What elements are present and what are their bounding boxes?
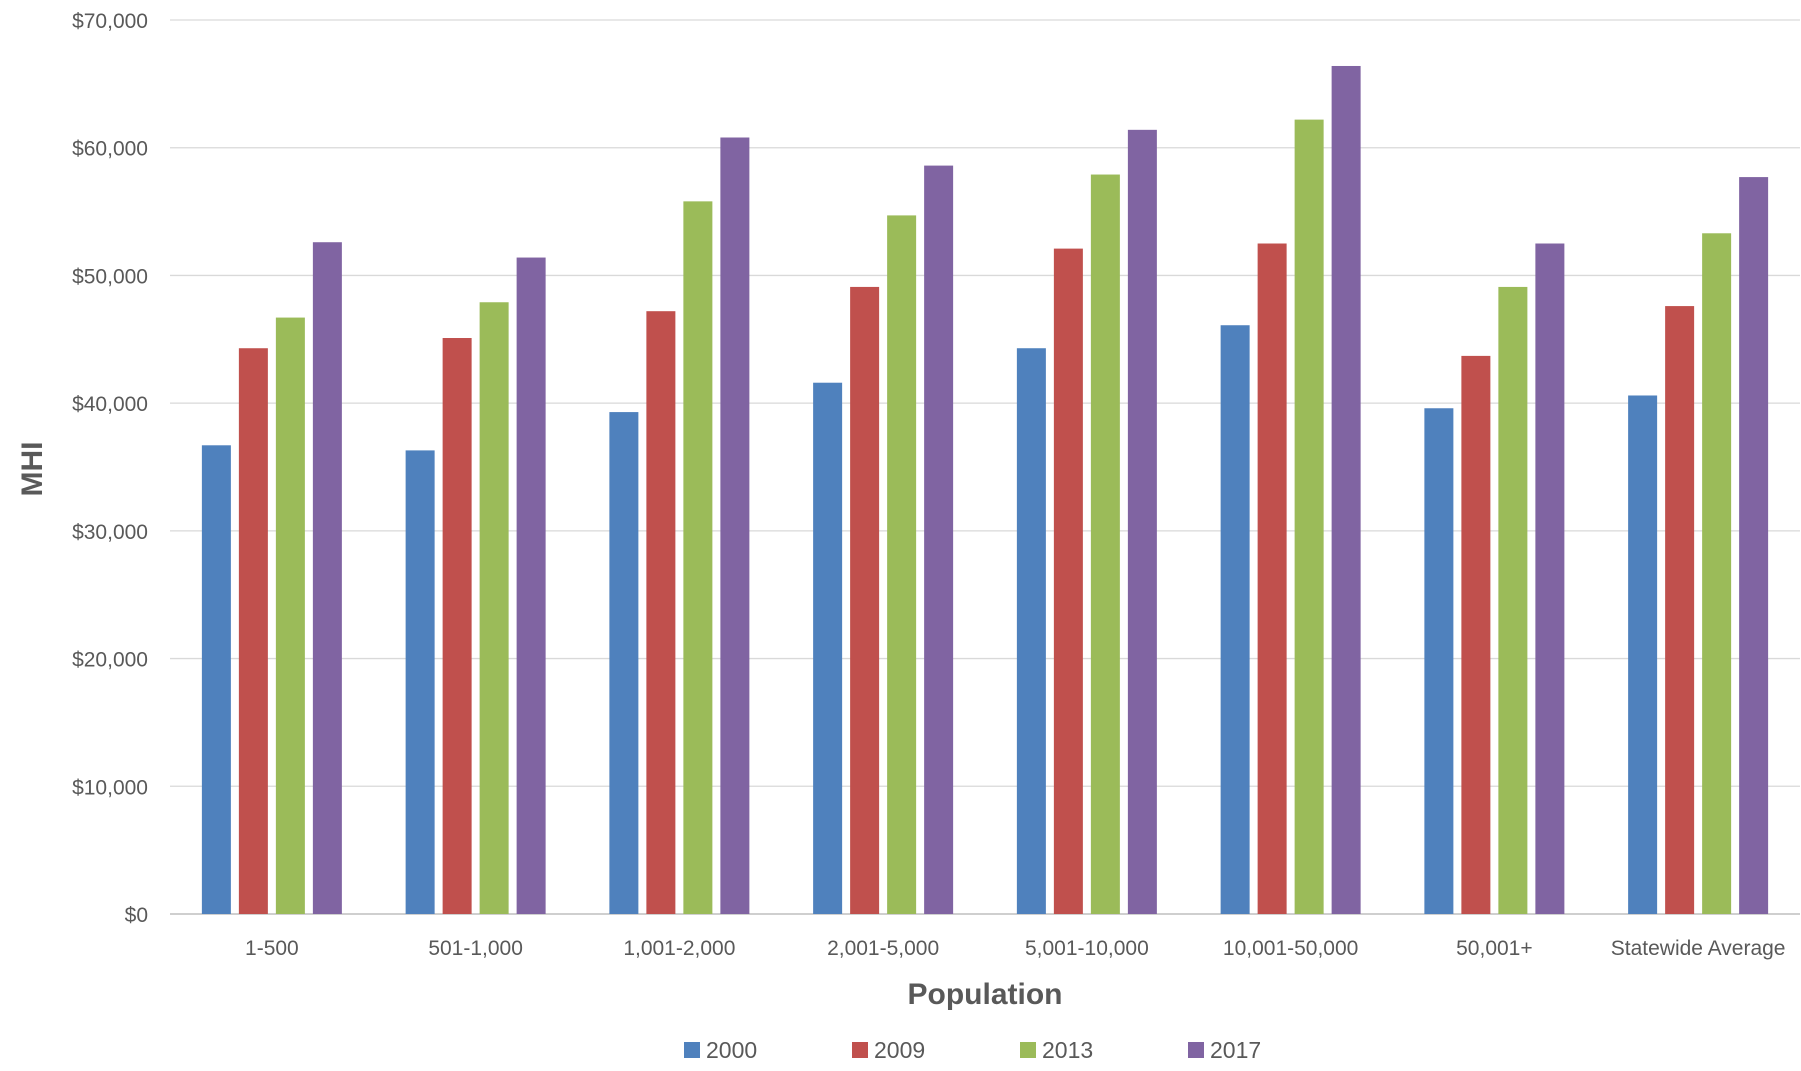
bar-2009-3 <box>850 286 880 914</box>
x-tick-label: 1,001-2,000 <box>623 937 735 960</box>
x-tick-label: 5,001-10,000 <box>1025 937 1149 960</box>
bar-2000-5 <box>1220 325 1250 914</box>
x-axis-ticks: 1-500 501-1,000 1,001-2,000 2,001-5,000 5,00… <box>245 937 1785 960</box>
bar-2013-5 <box>1294 119 1324 915</box>
bar-2000-7 <box>1628 395 1658 915</box>
bar-2013-3 <box>887 215 917 915</box>
bar-2017-1 <box>516 257 546 914</box>
bar-2000-2 <box>609 412 639 914</box>
bar-2000-6 <box>1424 408 1454 914</box>
bar-2009-7 <box>1665 306 1695 915</box>
x-tick-label: 10,001-50,000 <box>1223 937 1358 960</box>
bar-2017-6 <box>1535 243 1565 914</box>
bar-2009-6 <box>1461 355 1491 915</box>
x-tick-label: 1-500 <box>245 937 299 960</box>
y-tick-label: $10,000 <box>72 776 148 799</box>
legend-label: 2000 <box>706 1037 757 1063</box>
y-tick-label: $40,000 <box>72 393 148 416</box>
bar-2013-1 <box>479 302 509 915</box>
bar-2009-2 <box>646 311 676 914</box>
y-tick-label: $60,000 <box>72 138 148 161</box>
bar-2000-3 <box>813 382 843 914</box>
bar-2013-2 <box>683 201 713 915</box>
y-tick-label: $70,000 <box>72 10 148 33</box>
y-axis-ticks: $0 $10,000 $20,000 $30,000 $40,000 $50,000 $60… <box>72 10 148 927</box>
legend-label: 2017 <box>1210 1037 1261 1063</box>
bar-2017-7 <box>1739 177 1769 915</box>
gridlines <box>170 19 1800 915</box>
bar-2000-1 <box>405 450 435 914</box>
y-tick-label: $30,000 <box>72 521 148 544</box>
bar-2017-5 <box>1331 65 1361 914</box>
legend: 2000 2009 2013 2017 <box>684 1037 1261 1063</box>
bar-2017-3 <box>924 165 954 914</box>
bar-2017-2 <box>720 137 750 915</box>
bar-2000-0 <box>201 445 231 914</box>
legend-swatch-2017 <box>1188 1042 1204 1058</box>
bar-2009-5 <box>1257 243 1287 914</box>
x-tick-label: 2,001-5,000 <box>827 937 939 960</box>
bars <box>201 65 1769 915</box>
bar-2013-0 <box>275 317 305 914</box>
legend-label: 2013 <box>1042 1037 1093 1063</box>
bar-2013-4 <box>1090 174 1120 914</box>
x-tick-label: 50,001+ <box>1456 937 1533 960</box>
bar-2013-7 <box>1702 233 1732 915</box>
y-tick-label: $20,000 <box>72 649 148 672</box>
y-tick-label: $0 <box>125 904 148 927</box>
bar-2017-0 <box>312 242 342 915</box>
bar-2000-4 <box>1016 348 1046 914</box>
y-axis-title: MHI <box>16 442 49 497</box>
legend-swatch-2000 <box>684 1042 700 1058</box>
bar-2009-0 <box>238 348 268 914</box>
x-axis-title: Population <box>908 978 1063 1011</box>
legend-label: 2009 <box>874 1037 925 1063</box>
bar-2013-6 <box>1498 286 1528 914</box>
x-tick-label: Statewide Average <box>1611 937 1786 960</box>
bar-2009-4 <box>1053 248 1083 914</box>
bar-2017-4 <box>1127 129 1157 914</box>
bar-2009-1 <box>442 338 472 915</box>
x-tick-label: 501-1,000 <box>428 937 523 960</box>
legend-swatch-2009 <box>852 1042 868 1058</box>
y-tick-label: $50,000 <box>72 265 148 288</box>
legend-swatch-2013 <box>1020 1042 1036 1058</box>
